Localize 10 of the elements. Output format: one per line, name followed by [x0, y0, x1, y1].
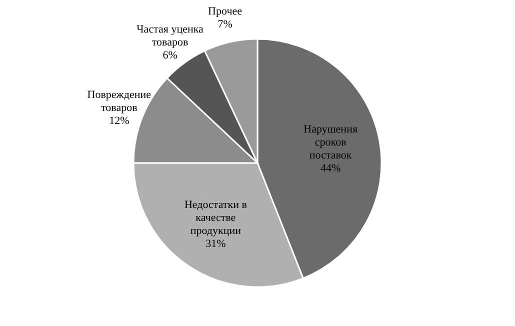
slice-label: Недостатки в качестве продукции — [184, 199, 247, 238]
slice-label: Нарушения сроков поставок — [304, 124, 358, 162]
slice-label: Частая уценка товаров — [136, 24, 204, 49]
slice-label: Прочее — [208, 5, 242, 18]
data-label: 31% — [206, 238, 226, 250]
data-label: 12% — [109, 115, 130, 128]
slice-label: Повреждение товаров — [87, 89, 152, 114]
data-label: 6% — [162, 50, 178, 62]
data-label: 44% — [320, 162, 341, 175]
data-label: 7% — [218, 18, 232, 30]
